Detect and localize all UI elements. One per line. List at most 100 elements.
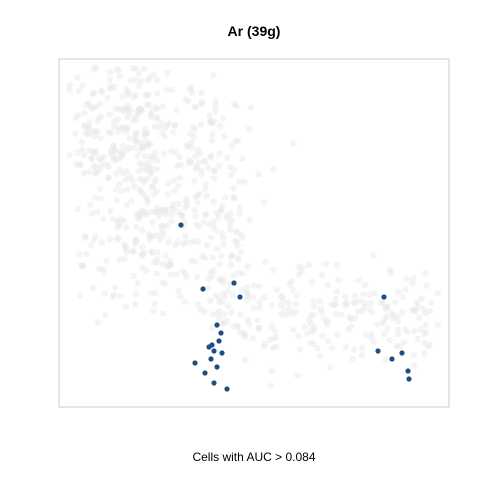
background-cell-point	[218, 252, 225, 260]
background-cell-point	[292, 300, 300, 308]
background-cell-point	[147, 168, 155, 176]
background-cell-point	[224, 302, 232, 310]
background-cell-point	[152, 178, 159, 185]
x-axis-caption: Cells with AUC > 0.084	[192, 450, 315, 464]
background-cell-point	[272, 343, 279, 350]
background-cell-point	[220, 276, 227, 284]
background-cell-point	[280, 296, 287, 304]
highlighted-cell-point	[224, 386, 230, 392]
background-cell-point	[144, 197, 151, 204]
background-cell-point	[197, 121, 205, 128]
background-cell-point	[153, 207, 160, 214]
background-cell-point	[142, 160, 150, 167]
background-cell-point	[91, 89, 98, 97]
background-cell-point	[167, 271, 175, 278]
background-cell-point	[145, 91, 152, 98]
background-cell-point	[238, 231, 245, 239]
background-cell-point	[132, 300, 139, 307]
background-cell-point	[107, 68, 114, 76]
background-cell-point	[92, 163, 99, 170]
background-cell-point	[176, 174, 183, 181]
background-cell-point	[66, 152, 73, 159]
background-cell-point	[231, 167, 238, 174]
background-cell-point	[332, 295, 339, 302]
background-cell-point	[123, 104, 130, 112]
background-cell-point	[143, 129, 150, 136]
background-cell-point	[229, 292, 237, 299]
background-cell-point	[151, 149, 158, 156]
background-cell-point	[421, 350, 428, 357]
background-cell-point	[74, 149, 81, 157]
background-cell-point	[194, 192, 201, 199]
background-cell-point	[76, 250, 83, 258]
background-cell-point	[150, 308, 157, 315]
background-cell-point	[159, 231, 167, 238]
background-cell-point	[333, 261, 340, 268]
background-cell-point	[123, 167, 130, 175]
background-cell-point	[360, 304, 367, 311]
background-cell-point	[98, 239, 106, 246]
background-cell-point	[379, 319, 386, 327]
background-cell-point	[132, 65, 139, 72]
background-cell-point	[174, 238, 182, 246]
background-cell-point	[189, 89, 196, 97]
background-cell-point	[138, 107, 145, 114]
plot-frame	[58, 58, 450, 408]
background-cell-point	[141, 91, 149, 99]
background-cell-point	[384, 303, 392, 311]
background-cell-point	[136, 159, 143, 167]
background-cell-point	[346, 314, 354, 321]
background-cell-point	[141, 165, 149, 173]
background-cell-point	[135, 106, 143, 113]
background-cell-point	[143, 101, 151, 108]
background-cell-point	[94, 208, 101, 215]
highlighted-cell-point	[237, 294, 243, 300]
background-cell-point	[151, 258, 158, 265]
background-cell-point	[208, 119, 215, 127]
background-cell-point	[269, 166, 277, 173]
background-cell-point	[133, 290, 140, 298]
background-cell-point	[191, 125, 199, 133]
background-cell-point	[394, 313, 401, 321]
background-cell-point	[410, 352, 418, 359]
background-cell-point	[234, 255, 241, 262]
background-cell-point	[82, 234, 89, 241]
background-cell-point	[204, 164, 212, 171]
background-cell-point	[149, 218, 156, 226]
background-cell-point	[228, 217, 236, 224]
background-cell-point	[81, 109, 88, 116]
background-cell-point	[192, 258, 199, 265]
background-cell-point	[307, 339, 314, 347]
background-cell-point	[325, 338, 332, 345]
background-cell-point	[105, 163, 112, 171]
background-cell-point	[292, 308, 300, 315]
background-cell-point	[171, 122, 179, 129]
background-cell-point	[219, 320, 226, 327]
background-cell-point	[159, 129, 166, 137]
background-cell-point	[185, 159, 193, 166]
background-cell-point	[114, 66, 121, 73]
background-cell-point	[115, 234, 122, 242]
background-cell-point	[130, 93, 137, 101]
background-cell-point	[213, 209, 220, 217]
background-cell-point	[149, 184, 156, 191]
background-cell-point	[187, 130, 194, 137]
highlighted-cell-point	[231, 280, 237, 286]
background-cell-point	[184, 202, 191, 209]
background-cell-point	[91, 132, 98, 140]
background-cell-point	[355, 277, 362, 284]
background-cell-point	[393, 343, 400, 350]
background-cell-point	[404, 328, 411, 336]
background-cell-point	[121, 255, 128, 262]
background-cell-point	[134, 108, 141, 115]
background-cell-point	[159, 279, 166, 286]
background-cell-point	[74, 74, 81, 82]
background-cell-point	[114, 67, 122, 74]
background-cell-point	[317, 305, 325, 312]
background-cell-point	[168, 147, 175, 155]
background-cell-point	[224, 215, 231, 222]
background-cell-point	[170, 205, 177, 212]
background-cell-point	[164, 121, 171, 128]
background-cell-point	[144, 77, 151, 84]
background-cell-point	[234, 242, 241, 250]
